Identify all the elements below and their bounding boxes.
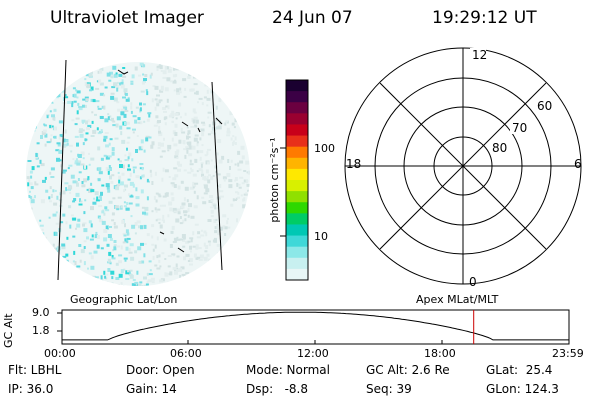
colorbar-segment <box>286 102 308 114</box>
time-label: 19:29:12 UT <box>432 8 537 28</box>
colorbar-segment <box>286 268 308 281</box>
colorbar-segment <box>286 202 308 214</box>
time-tick-0000: 00:00 <box>44 347 76 360</box>
dsp-info: Dsp: -8.8 <box>246 382 309 396</box>
colorbar-segment <box>286 246 308 259</box>
instrument-title: Ultraviolet Imager <box>50 8 204 28</box>
mlt-label-12: 12 <box>472 48 487 62</box>
mlat-label-60: 60 <box>537 99 552 113</box>
polar-grid <box>344 47 582 285</box>
filter-info: Flt: LBHL <box>8 363 62 377</box>
colorbar-segment <box>286 235 308 248</box>
mlat-label-70: 70 <box>512 121 527 135</box>
altitude-plot <box>57 309 570 345</box>
seq-info: Seq: 39 <box>366 382 412 396</box>
altitude-curve <box>62 311 569 341</box>
time-tick-1800: 18:00 <box>424 347 456 360</box>
colorbar-tick-label-100: 100 <box>314 142 335 155</box>
meridian-line <box>211 81 223 271</box>
colorbar-segment <box>286 113 308 125</box>
colorbar-segment <box>286 168 308 181</box>
earth-disk-image <box>26 59 250 286</box>
mlat-label-80: 80 <box>492 141 507 155</box>
time-tick-2359: 23:59 <box>552 347 584 360</box>
colorbar-segment <box>286 224 308 237</box>
color-bar <box>286 80 308 281</box>
mlt-label-6: 6 <box>574 157 582 171</box>
altitude-tick-1-8: 1.8 <box>32 324 50 337</box>
gain-info: Gain: 14 <box>126 382 177 396</box>
mlt-label-18: 18 <box>346 157 361 171</box>
colorbar-segment <box>286 257 308 270</box>
glat-info: GLat: 25.4 <box>486 363 553 377</box>
apex-label: Apex MLat/MLT <box>416 293 499 306</box>
colorbar-segment <box>286 124 308 137</box>
date-label: 24 Jun 07 <box>272 8 353 28</box>
ip-info: IP: 36.0 <box>8 382 54 396</box>
coastline-fragments <box>117 69 223 253</box>
colorbar-segment <box>286 191 308 203</box>
colorbar-segment <box>286 91 308 103</box>
time-tick-1200: 12:00 <box>297 347 329 360</box>
altitude-tick-9: 9.0 <box>32 306 50 319</box>
mode-info: Mode: Normal <box>246 363 330 377</box>
altitude-axis-label: GC Alt <box>2 313 15 348</box>
colorbar-segment <box>286 180 308 192</box>
gc-alt-info: GC Alt: 2.6 Re <box>366 363 450 377</box>
colorbar-segment <box>286 146 308 159</box>
colorbar-tick-label-10: 10 <box>314 230 328 243</box>
mlt-label-0: 0 <box>469 275 477 289</box>
colorbar-unit-label: photon cm⁻²s⁻¹ <box>268 137 281 222</box>
colorbar-segment <box>286 80 308 92</box>
colorbar-segment <box>286 213 308 225</box>
colorbar-segment <box>286 157 308 170</box>
colorbar-segment <box>286 135 308 148</box>
glon-info: GLon: 124.3 <box>486 382 559 396</box>
door-info: Door: Open <box>126 363 195 377</box>
meridian-line <box>57 59 67 281</box>
geographic-label: Geographic Lat/Lon <box>70 293 178 306</box>
time-tick-0600: 06:00 <box>170 347 202 360</box>
